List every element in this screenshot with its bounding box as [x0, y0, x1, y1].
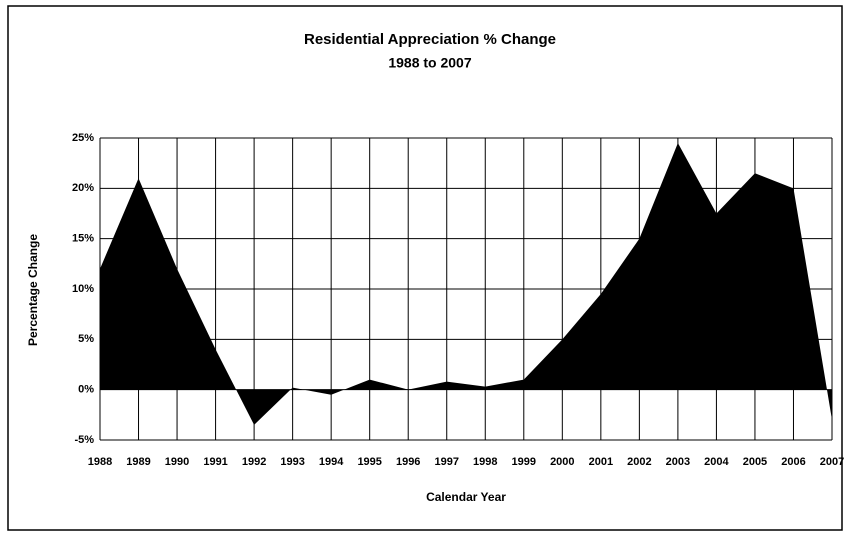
x-tick-label: 1995	[357, 456, 381, 468]
x-tick-label: 1992	[242, 456, 266, 468]
x-tick-label: 2002	[627, 456, 651, 468]
y-axis-label: Percentage Change	[26, 234, 40, 346]
y-tick-label: 20%	[72, 182, 94, 194]
x-tick-label: 2000	[550, 456, 574, 468]
x-tick-label: 1989	[126, 456, 150, 468]
x-tick-label: 1991	[203, 456, 227, 468]
y-tick-label: 25%	[72, 132, 94, 144]
chart-subtitle: 1988 to 2007	[388, 55, 471, 71]
x-tick-label: 1999	[512, 456, 536, 468]
x-tick-label: 2005	[743, 456, 767, 468]
area	[100, 143, 832, 425]
x-tick-label: 2003	[666, 456, 690, 468]
x-axis-label: Calendar Year	[426, 490, 506, 504]
x-tick-label: 1994	[319, 456, 344, 468]
y-tick-label: 0%	[78, 384, 94, 396]
y-tick-label: 5%	[78, 333, 94, 345]
x-tick-label: 1996	[396, 456, 420, 468]
x-tick-label: 1990	[165, 456, 189, 468]
chart-frame	[7, 5, 843, 531]
y-tick-label: 15%	[72, 233, 94, 245]
x-tick-label: 1997	[434, 456, 458, 468]
x-tick-label: 1998	[473, 456, 497, 468]
x-tick-label: 2006	[781, 456, 805, 468]
x-tick-label: 1993	[280, 456, 304, 468]
x-tick-label: 2004	[704, 456, 729, 468]
chart-title: Residential Appreciation % Change	[304, 31, 556, 48]
x-tick-label: 2007	[820, 456, 844, 468]
y-tick-label: 10%	[72, 283, 94, 295]
x-tick-label: 2001	[589, 456, 613, 468]
y-tick-label: -5%	[74, 434, 94, 446]
x-tick-label: 1988	[88, 456, 112, 468]
